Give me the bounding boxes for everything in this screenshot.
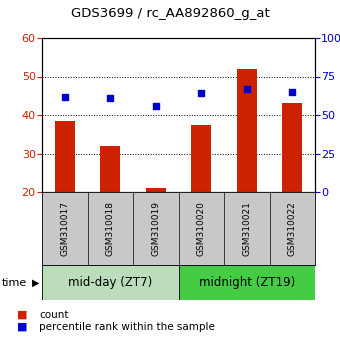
- Point: [199, 91, 204, 96]
- Text: ■: ■: [17, 310, 28, 320]
- Point: [107, 95, 113, 101]
- Text: time: time: [2, 278, 27, 287]
- Text: ■: ■: [17, 322, 28, 332]
- Text: GSM310017: GSM310017: [60, 201, 69, 256]
- Text: GSM310022: GSM310022: [288, 201, 297, 256]
- Text: count: count: [39, 310, 69, 320]
- Text: GDS3699 / rc_AA892860_g_at: GDS3699 / rc_AA892860_g_at: [71, 7, 269, 21]
- Bar: [146, 188, 166, 192]
- Text: GSM310019: GSM310019: [151, 201, 160, 256]
- Bar: [100, 146, 120, 192]
- Bar: [178, 265, 315, 300]
- Bar: [191, 125, 211, 192]
- Bar: [42, 265, 178, 300]
- Text: ▶: ▶: [32, 278, 40, 287]
- Point: [290, 89, 295, 95]
- Text: GSM310021: GSM310021: [242, 201, 251, 256]
- Point: [62, 94, 67, 99]
- Bar: [54, 121, 75, 192]
- Bar: [237, 69, 257, 192]
- Text: percentile rank within the sample: percentile rank within the sample: [39, 322, 215, 332]
- Text: GSM310020: GSM310020: [197, 201, 206, 256]
- Text: midnight (ZT19): midnight (ZT19): [199, 276, 295, 289]
- Text: GSM310018: GSM310018: [106, 201, 115, 256]
- Point: [244, 86, 250, 92]
- Bar: [282, 103, 303, 192]
- Text: mid-day (ZT7): mid-day (ZT7): [68, 276, 152, 289]
- Point: [153, 103, 158, 109]
